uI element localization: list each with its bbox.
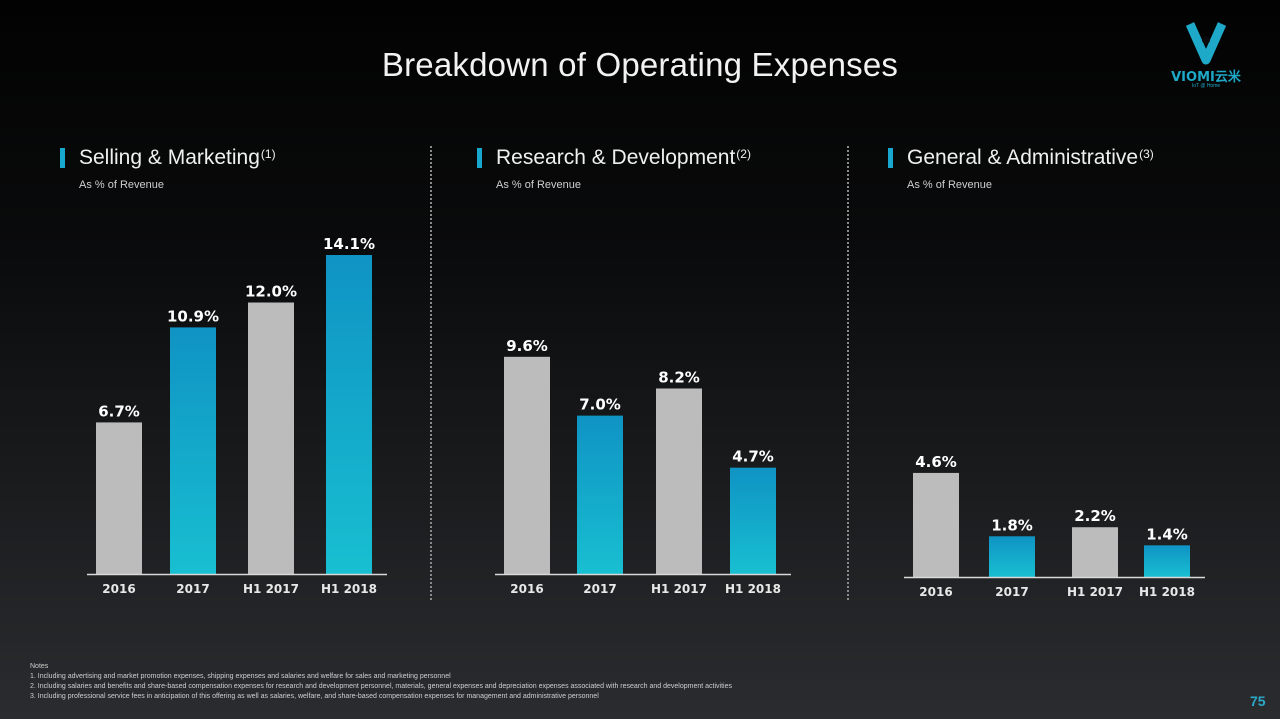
- panel-subtitle: As % of Revenue: [79, 179, 164, 191]
- panel-subtitle: As % of Revenue: [496, 179, 581, 191]
- panel-subtitle: As % of Revenue: [907, 179, 992, 191]
- data-label: 7.0%: [579, 396, 621, 414]
- note-item: 2. Including salaries and benefits and s…: [30, 683, 732, 690]
- data-label: 4.7%: [732, 448, 774, 466]
- panel-heading: Research & Development(2): [496, 146, 751, 170]
- x-tick-label: H1 2017: [243, 582, 299, 596]
- footnote-ref: (2): [736, 147, 751, 161]
- data-label: 4.6%: [915, 453, 957, 471]
- page-number: 75: [1250, 693, 1266, 709]
- note-item: 1. Including advertising and market prom…: [30, 673, 451, 680]
- panel-heading-text: Selling & Marketing: [79, 146, 260, 169]
- panel-heading-text: General & Administrative: [907, 146, 1139, 169]
- x-tick-label: H1 2018: [725, 582, 781, 596]
- panel-heading-text: Research & Development: [496, 146, 736, 169]
- panel-accent-bar: [477, 148, 482, 168]
- bar-h1-2018: [326, 255, 372, 574]
- x-tick-label: H1 2018: [1139, 585, 1195, 599]
- bar-2016: [913, 472, 959, 577]
- x-tick-label: H1 2017: [651, 582, 707, 596]
- panel-accent-bar: [888, 148, 893, 168]
- bar-h1-2018: [730, 467, 776, 574]
- bar-2017: [989, 536, 1035, 577]
- x-tick-label: 2016: [510, 582, 543, 596]
- data-label: 10.9%: [167, 307, 219, 325]
- x-tick-label: H1 2018: [321, 582, 377, 596]
- data-label: 6.7%: [98, 402, 140, 420]
- slide-title: Breakdown of Operating Expenses: [381, 46, 899, 83]
- x-tick-label: H1 2017: [1067, 585, 1123, 599]
- data-label: 9.6%: [506, 337, 548, 355]
- notes: Notes 1. Including advertising and marke…: [30, 662, 732, 702]
- bar-2017: [577, 415, 623, 574]
- data-label: 1.4%: [1146, 525, 1188, 543]
- x-tick-label: 2017: [583, 582, 616, 596]
- bar-2016: [96, 422, 142, 574]
- data-label: 2.2%: [1074, 507, 1116, 525]
- data-label: 8.2%: [658, 368, 700, 386]
- bar-h1-2017: [1072, 527, 1118, 577]
- bar-2016: [504, 356, 550, 574]
- x-tick-label: 2016: [919, 585, 952, 599]
- viomi-logo-icon: [1185, 22, 1227, 65]
- logo-subtitle: IoT @ Home: [1191, 83, 1221, 89]
- logo-text: VIOMI云米: [1171, 70, 1241, 85]
- bar-h1-2017: [656, 388, 702, 574]
- notes-heading: Notes: [30, 663, 49, 670]
- bar-2017: [170, 327, 216, 574]
- footnote-ref: (1): [260, 147, 276, 161]
- general-administrative-chart: 4.6% 2016 1.8% 2017 2.2% H1 2017 1.4% H1 2018: [904, 453, 1205, 599]
- note-item: 3. Including professional service fees i…: [30, 693, 599, 700]
- x-tick-label: 2016: [102, 582, 135, 596]
- panel-divider: [430, 146, 432, 600]
- panel-heading: General & Administrative(3): [907, 146, 1154, 170]
- data-label: 1.8%: [991, 516, 1033, 534]
- panel-general-administrative: General & Administrative(3) As % of Reve…: [888, 140, 1280, 610]
- bar-h1-2018: [1144, 545, 1190, 577]
- panel-divider: [847, 146, 849, 600]
- x-tick-label: 2017: [995, 585, 1028, 599]
- research-development-chart: 9.6% 2016 7.0% 2017 8.2% H1 2017 4.7% H1 2018: [495, 337, 791, 596]
- panel-research-development: Research & Development(2) As % of Revenu…: [477, 140, 877, 610]
- x-tick-label: 2017: [176, 582, 209, 596]
- selling-marketing-chart: 6.7% 2016 10.9% 2017 12.0% H1 2017 14.1% H1 201…: [87, 235, 387, 596]
- footnote-ref: (3): [1139, 147, 1154, 161]
- panel-accent-bar: [60, 148, 65, 168]
- data-label: 12.0%: [245, 283, 297, 301]
- panel-selling-marketing: Selling & Marketing(1) As % of Revenue: [60, 140, 460, 610]
- bar-h1-2017: [248, 302, 294, 574]
- panel-heading: Selling & Marketing(1): [79, 146, 276, 170]
- data-label: 14.1%: [323, 235, 375, 253]
